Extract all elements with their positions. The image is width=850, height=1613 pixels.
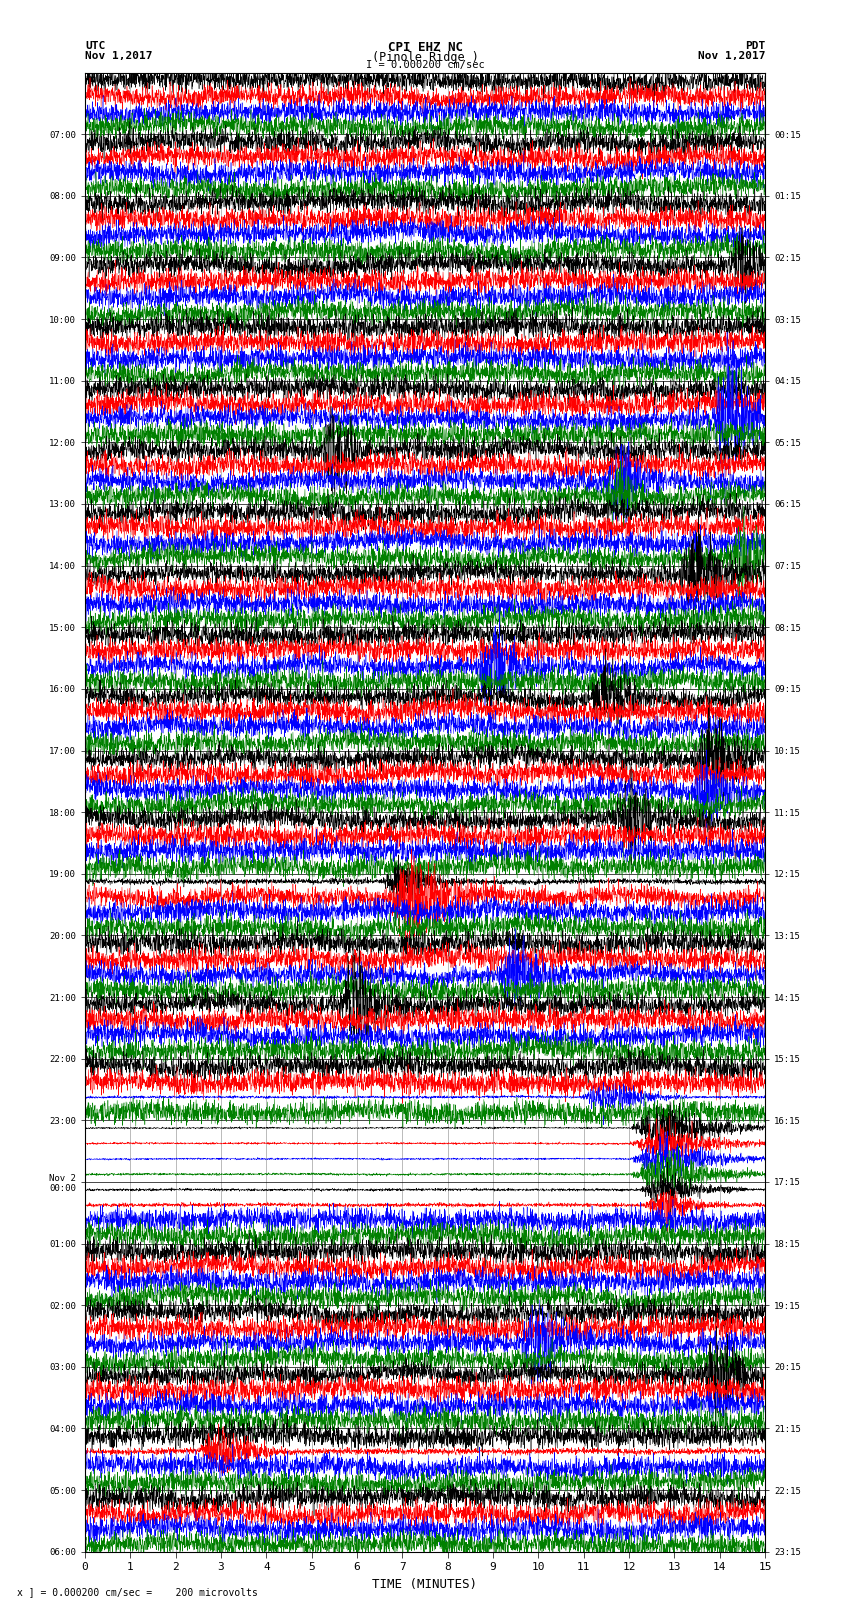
Text: PDT: PDT <box>745 40 765 52</box>
Text: I = 0.000200 cm/sec: I = 0.000200 cm/sec <box>366 60 484 71</box>
Text: (Pinole Ridge ): (Pinole Ridge ) <box>371 50 479 65</box>
X-axis label: TIME (MINUTES): TIME (MINUTES) <box>372 1578 478 1590</box>
Text: x ] = 0.000200 cm/sec =    200 microvolts: x ] = 0.000200 cm/sec = 200 microvolts <box>17 1587 258 1597</box>
Text: CPI EHZ NC: CPI EHZ NC <box>388 40 462 55</box>
Text: UTC: UTC <box>85 40 105 52</box>
Text: Nov 1,2017: Nov 1,2017 <box>698 50 765 61</box>
Text: Nov 1,2017: Nov 1,2017 <box>85 50 152 61</box>
